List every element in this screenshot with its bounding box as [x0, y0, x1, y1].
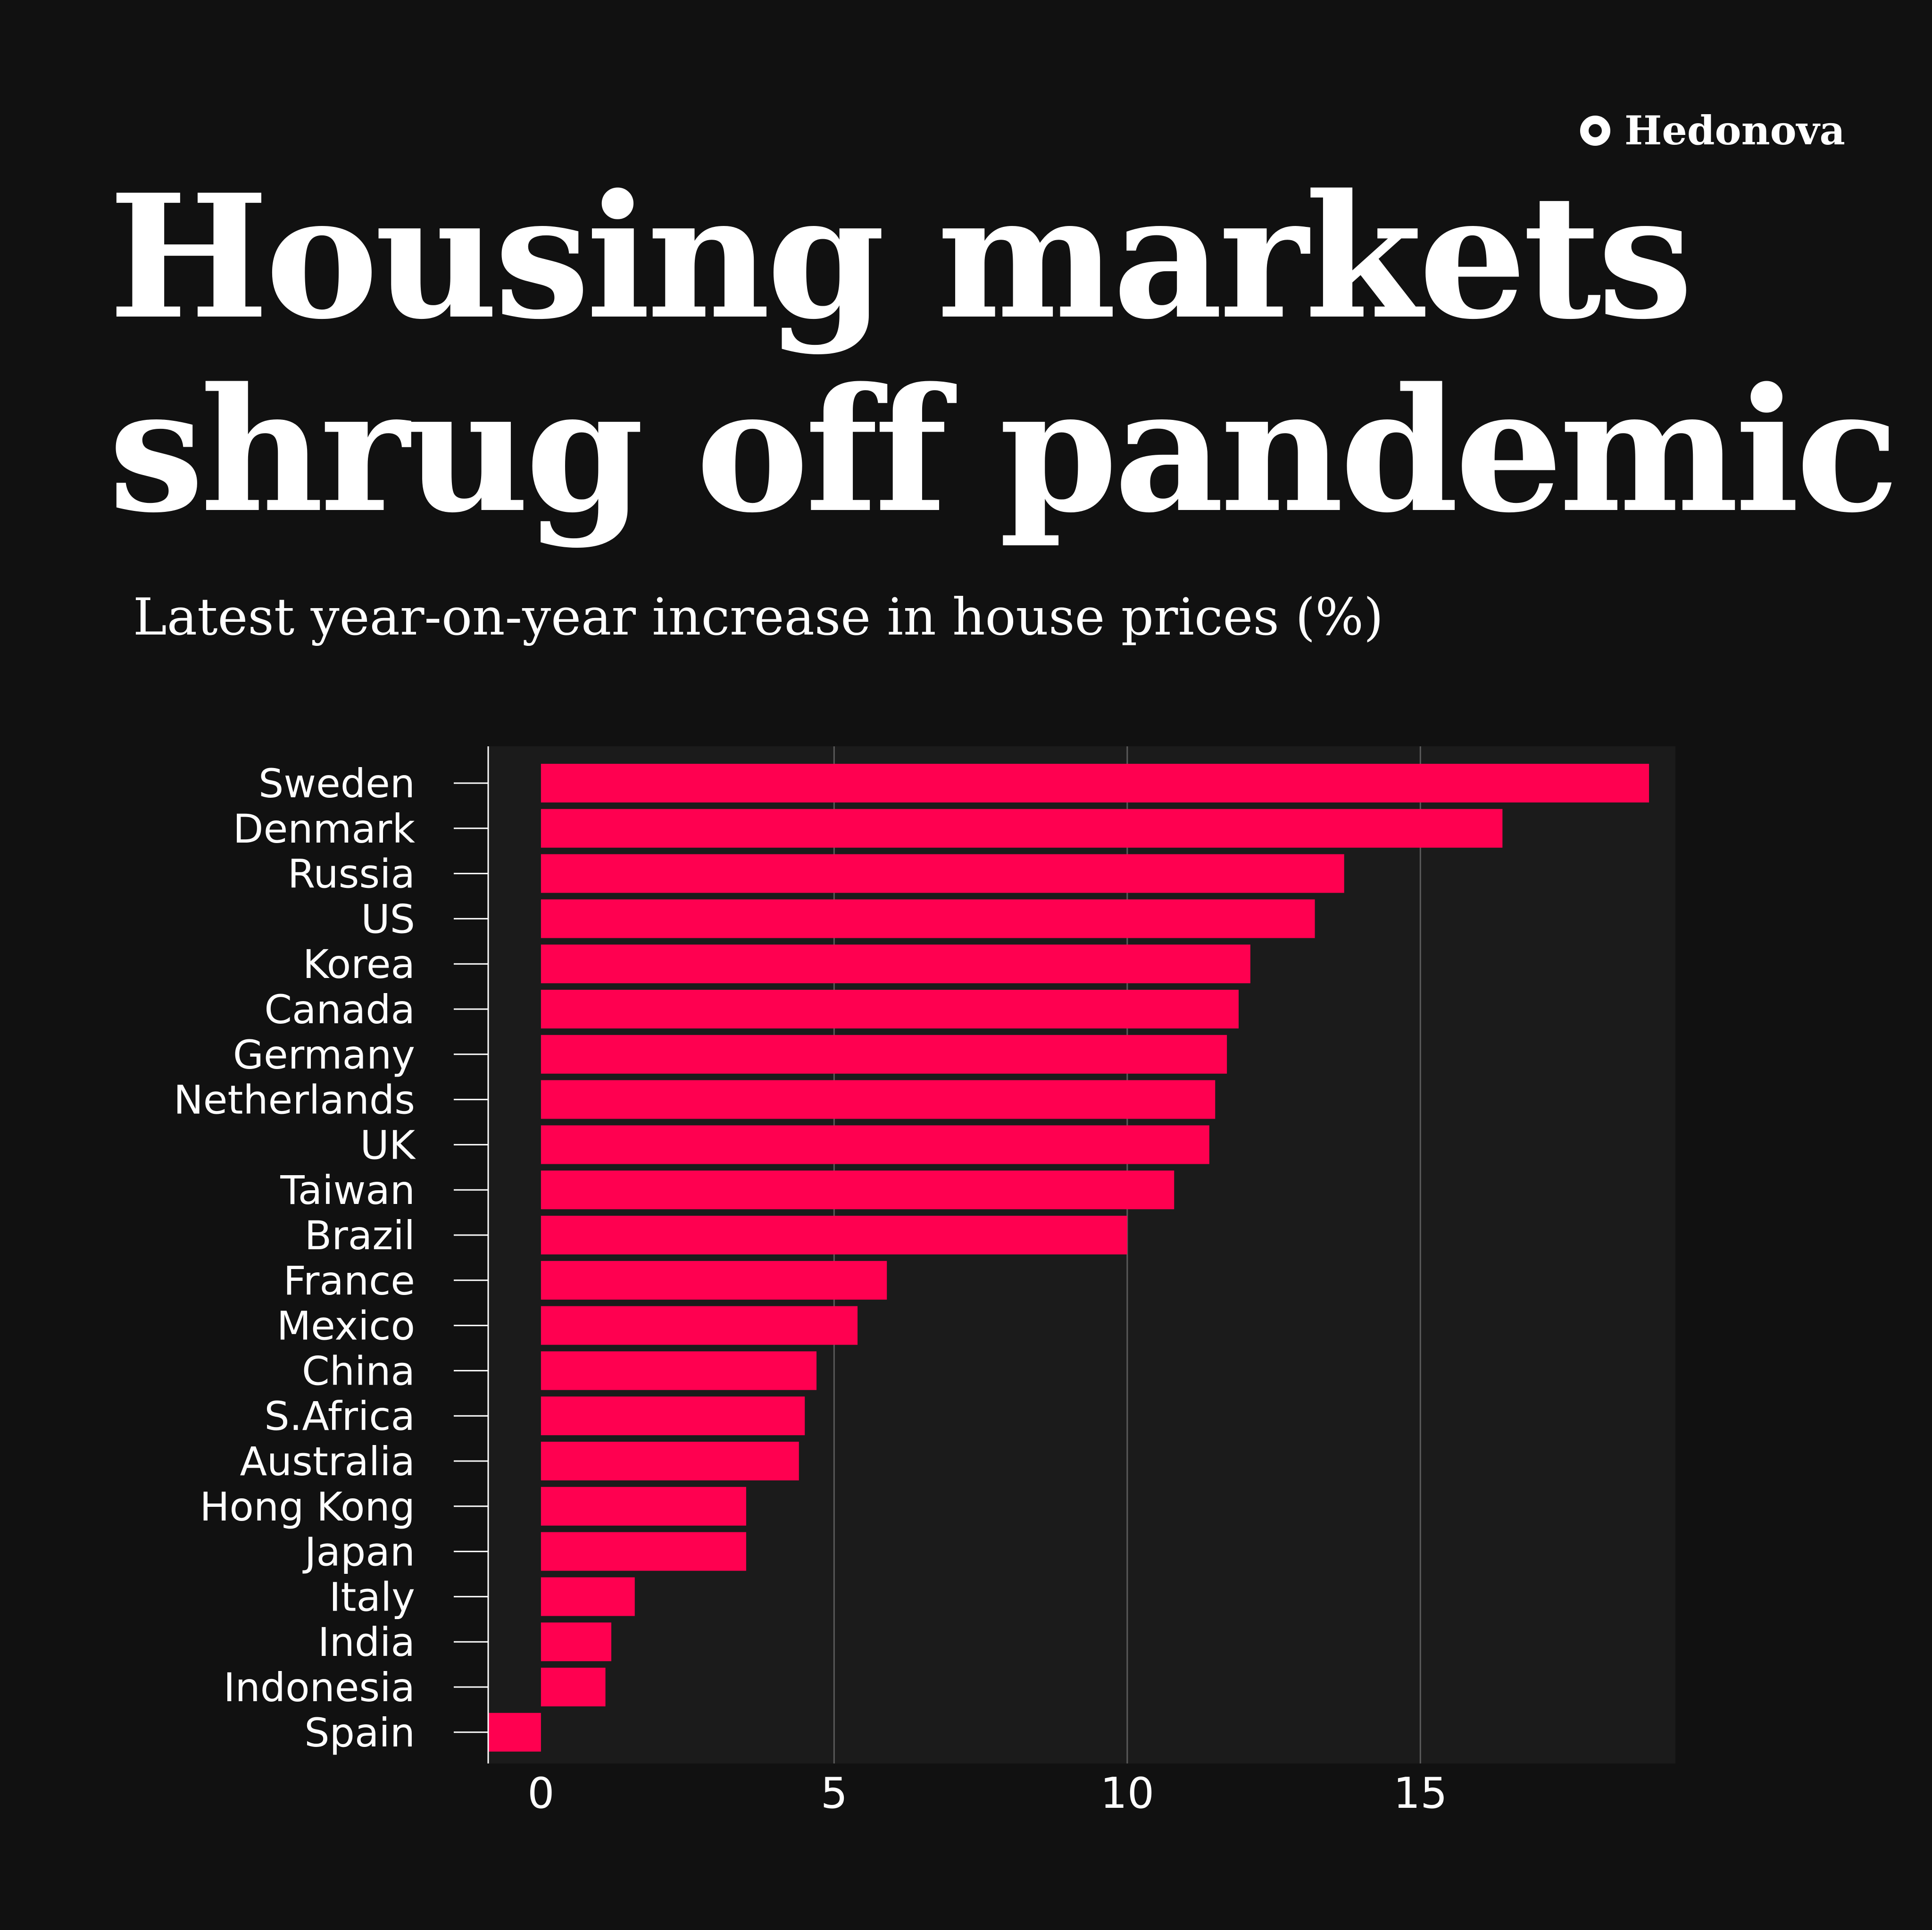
y-tick-label: Spain [304, 1710, 415, 1756]
y-tick-label: China [302, 1348, 415, 1394]
bar [541, 1442, 799, 1480]
bar [541, 1622, 612, 1662]
y-tick-label: Netherlands [174, 1077, 415, 1123]
y-axis-ticks: SwedenDenmarkRussiaUSKoreaCanadaGermanyN… [174, 760, 488, 1756]
y-tick-label: Canada [264, 986, 415, 1033]
bar [541, 1261, 887, 1300]
chart-subtitle: Latest year-on-year increase in house pr… [133, 588, 1384, 647]
bar [541, 944, 1250, 984]
bar [541, 1125, 1209, 1164]
bar [541, 1035, 1227, 1074]
x-tick-label: 5 [821, 1769, 848, 1818]
y-tick-label: Japan [302, 1529, 415, 1575]
bar [541, 1668, 606, 1706]
ring-icon [1580, 116, 1610, 146]
brand-logo: Hedonova [1580, 111, 1845, 150]
bar [541, 809, 1503, 848]
y-tick-label: India [318, 1619, 415, 1665]
brand-name: Hedonova [1624, 107, 1845, 154]
x-axis-tick-labels: 0 5 10 15 [527, 1769, 1447, 1818]
bar [541, 764, 1649, 802]
bar [541, 1532, 746, 1571]
y-tick-label: Germany [233, 1032, 415, 1078]
y-tick-label: Mexico [277, 1303, 415, 1349]
bar [541, 1577, 635, 1616]
bar [541, 1396, 805, 1436]
page-title: Housing markets shrug off pandemic [108, 157, 1899, 550]
title-line-2: shrug off pandemic [108, 351, 1899, 550]
y-tick-label: S.Africa [264, 1393, 415, 1439]
bar [541, 899, 1315, 938]
y-tick-label: UK [360, 1122, 416, 1168]
bar [541, 1306, 858, 1345]
bar [541, 1487, 746, 1526]
bar [541, 1351, 817, 1390]
y-tick-label: Indonesia [224, 1664, 415, 1711]
x-tick-label: 10 [1100, 1769, 1155, 1818]
x-tick-label: 15 [1393, 1769, 1448, 1818]
y-tick-label: Denmark [233, 806, 415, 852]
y-tick-label: France [283, 1258, 415, 1304]
title-line-1: Housing markets [108, 157, 1693, 357]
bar [488, 1713, 541, 1752]
bar [541, 1170, 1174, 1210]
bar [541, 1080, 1216, 1119]
y-tick-label: Italy [329, 1574, 415, 1620]
y-tick-label: Korea [303, 941, 415, 987]
y-tick-label: Russia [288, 851, 415, 897]
plot-background [488, 746, 1675, 1763]
bar [541, 854, 1344, 893]
bar [541, 990, 1239, 1028]
x-tick-label: 0 [527, 1769, 554, 1818]
y-tick-label: Taiwan [280, 1167, 415, 1213]
bar [541, 1216, 1127, 1254]
y-tick-label: Sweden [258, 760, 415, 807]
y-tick-label: US [361, 896, 415, 942]
y-tick-label: Australia [240, 1438, 415, 1485]
y-tick-label: Brazil [305, 1212, 415, 1259]
y-tick-label: Hong Kong [200, 1484, 415, 1530]
bars [488, 764, 1649, 1752]
